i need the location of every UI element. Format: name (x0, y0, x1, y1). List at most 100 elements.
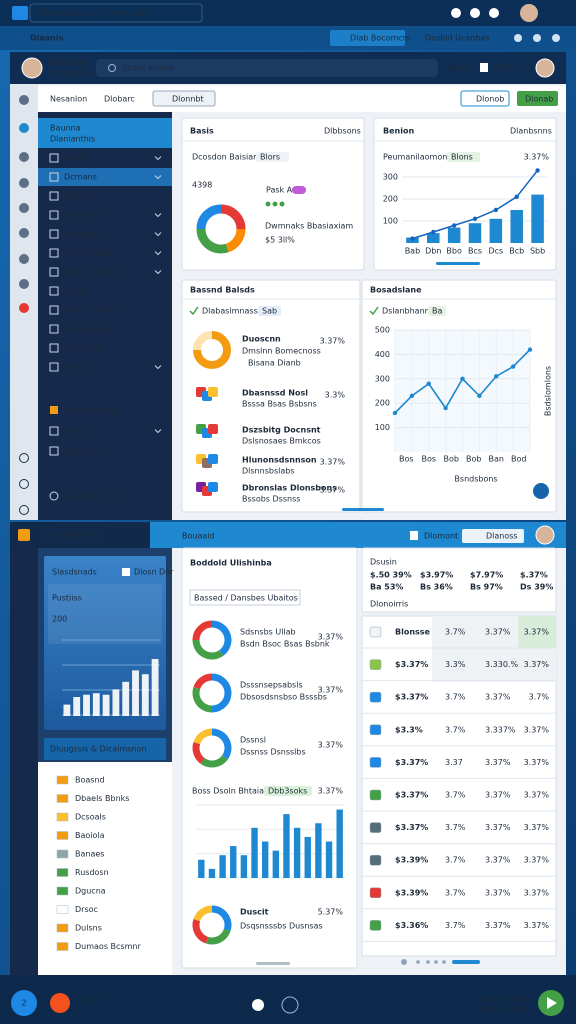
report-subtitle: Bassed / Dansbes Ubaitos (194, 594, 298, 603)
list-item[interactable]: Banaes (75, 850, 104, 859)
menu-item[interactable]: Dlaunals (64, 427, 99, 436)
list-item[interactable]: Drsoc (75, 905, 98, 914)
menu-item[interactable]: Conats (64, 363, 92, 372)
chart-footer: Bsndsbons (454, 475, 497, 484)
line-point (392, 410, 398, 416)
card-link[interactable]: Dlbbsons (324, 127, 361, 136)
toolbar-label: Nesanlon (50, 95, 87, 104)
nav-icon (19, 203, 29, 213)
bar (261, 841, 269, 878)
card-link[interactable]: Dlanbsnns (510, 127, 552, 136)
card-title: Benion (383, 127, 414, 136)
list-item[interactable]: Rusdosn (75, 868, 109, 877)
menu-icon (49, 153, 59, 163)
nav-icon (19, 123, 29, 133)
menu-item[interactable]: Basndy Bosds (64, 406, 120, 415)
table-cell: 3.37% (524, 660, 550, 669)
tab-link[interactable]: Dasbid Ucanbes (425, 34, 490, 43)
row-title: Duoscnn (242, 335, 281, 344)
tag (258, 306, 281, 316)
list-item[interactable]: Dgucna (75, 887, 106, 896)
table-cell: 3.337% (485, 725, 516, 734)
bar (122, 681, 130, 716)
menu-item[interactable]: Bonts (64, 287, 87, 296)
header-action[interactable]: Dlomont (424, 532, 458, 541)
menu-item[interactable]: Deasyrlas Bab (64, 268, 121, 277)
tab[interactable] (330, 30, 405, 46)
bar (219, 855, 226, 878)
chevron (154, 429, 162, 434)
menu-item[interactable]: Dlalla (64, 154, 87, 163)
header-label: Bism (448, 64, 468, 73)
list-item[interactable]: Dulsns (75, 924, 102, 933)
y-tick-label: 300 (383, 173, 398, 182)
button-label[interactable]: Dlonab (525, 95, 553, 104)
menu-item[interactable]: Dasouss Dolp (64, 492, 118, 501)
tag (428, 306, 446, 316)
line-point (409, 393, 415, 399)
tab-label[interactable]: Dlab Bocomcm (350, 34, 411, 43)
button[interactable] (152, 90, 216, 107)
menu-item[interactable]: Dlonalrns (64, 344, 102, 353)
menu-item[interactable]: Dlalbos (64, 192, 94, 201)
table-cell: 3.37% (485, 758, 511, 767)
button[interactable] (517, 91, 558, 106)
table-cell: 3.7% (445, 921, 466, 930)
card-title: Bosadslane (370, 286, 422, 295)
row-subtitle: Bsdn Bsoc Bsas Bsbnk (240, 640, 330, 649)
sidebar-title: Baunna (50, 124, 81, 133)
icon (410, 531, 418, 540)
list-icon (56, 868, 69, 877)
search-box[interactable] (96, 59, 438, 77)
x-tick-label: Bbo (446, 247, 462, 256)
bar (293, 827, 301, 878)
bar (102, 694, 110, 716)
table-cell: 3.37% (485, 791, 511, 800)
list-icon (56, 775, 69, 785)
menu-item[interactable]: Dnnaiacis (64, 211, 103, 220)
list-item[interactable]: Boasnd (75, 776, 105, 785)
scroll-indicator (256, 962, 290, 965)
list-item[interactable]: Dumaos Bcsmnr (75, 942, 141, 951)
fab-label[interactable]: 2 (21, 999, 26, 1008)
button[interactable] (460, 90, 510, 107)
menu-item[interactable]: Eonanalss (64, 230, 104, 239)
table-shade (518, 616, 556, 648)
row-icon (369, 659, 382, 670)
menu-icon (49, 324, 59, 334)
check-icon (369, 306, 379, 316)
stat-value: Ba 53% (370, 583, 403, 592)
list-item[interactable]: Dcsoals (75, 813, 106, 822)
list-item[interactable]: Dbaels Bbnks (75, 794, 129, 803)
top-icon (470, 8, 480, 18)
row-icon (369, 822, 382, 833)
check-icon (189, 306, 199, 316)
line-point (460, 376, 465, 381)
page-dot (426, 960, 430, 964)
pill-label[interactable]: Dlanoss (486, 532, 518, 541)
list-item[interactable]: Baoiola (75, 831, 105, 840)
donut-segment (192, 620, 213, 641)
menu-item[interactable]: Snndss I toas (64, 306, 117, 315)
scroll-indicator (436, 262, 480, 265)
list-icon (56, 923, 69, 933)
toolbar-label: Dlobarc (104, 95, 135, 104)
bar (251, 827, 258, 878)
search-placeholder[interactable]: Sodsc Imeols (122, 64, 175, 73)
footer-text: Dbsons Bsee (476, 995, 528, 1004)
row-value: 3.3% (325, 391, 346, 400)
donut-segment (193, 905, 213, 922)
menu-item[interactable]: Bisabane (64, 447, 101, 456)
top-icon (489, 8, 499, 18)
row-icon (369, 887, 382, 899)
menu-item[interactable]: Rempdsoles (64, 325, 112, 334)
pill[interactable] (462, 529, 524, 543)
button-label[interactable]: Dlonob (476, 95, 504, 104)
menu-item[interactable]: Dennp Beas (64, 249, 112, 258)
button-label[interactable]: Dlonnbt (172, 95, 204, 104)
table-cell: $3.37% (395, 758, 428, 767)
line-point (472, 216, 478, 221)
line-point (451, 223, 457, 228)
menu-item[interactable]: Dcrnans (64, 173, 97, 182)
chevron (154, 213, 162, 218)
